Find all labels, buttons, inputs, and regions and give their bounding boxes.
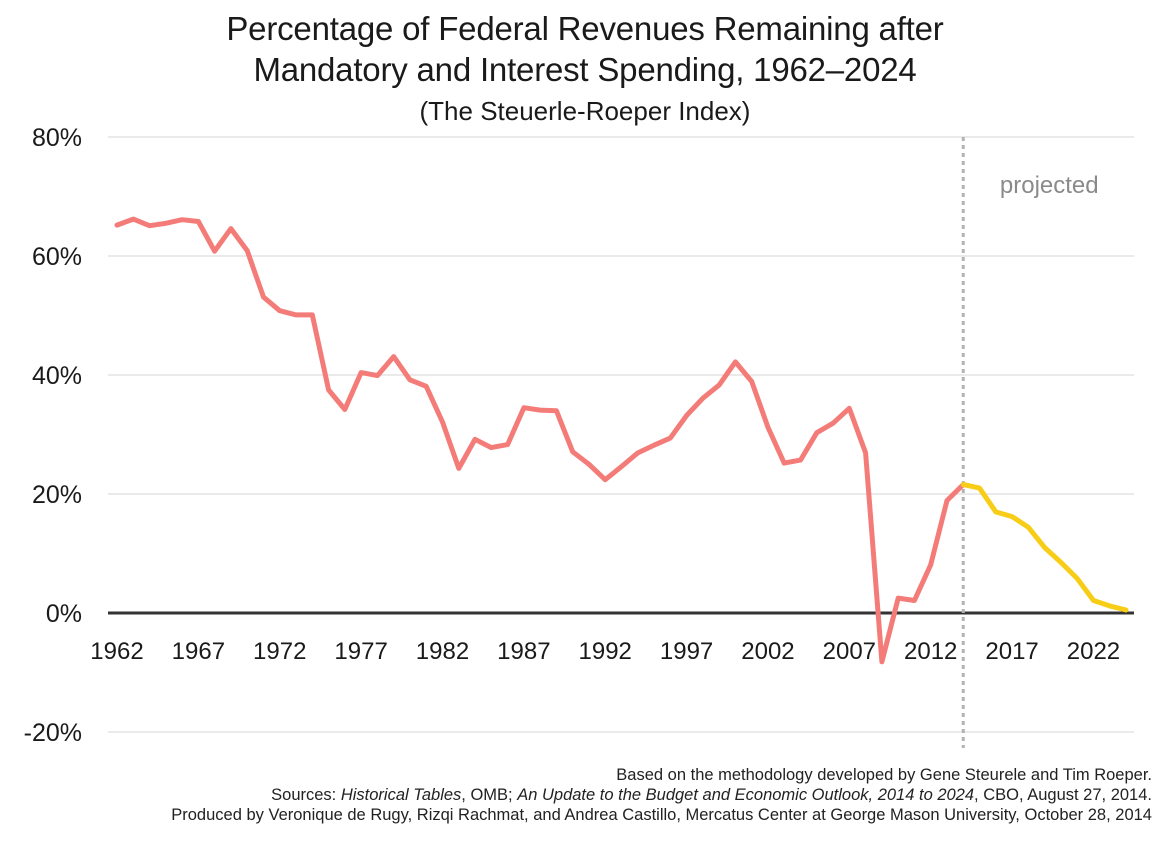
footer-sources-prefix: Sources: (271, 786, 341, 804)
x-tick-label: 2017 (985, 638, 1038, 665)
axes (108, 137, 1134, 748)
y-tick-label: -20% (24, 719, 82, 747)
footer-source-historical-tables: Historical Tables (340, 786, 462, 804)
chart-title-line-2: Mandatory and Interest Spending, 1962–20… (253, 51, 917, 88)
chart-title-line-1: Percentage of Federal Revenues Remaining… (226, 10, 944, 47)
chart-title-block: Percentage of Federal Revenues Remaining… (0, 8, 1170, 128)
footer-sources: Sources: Historical Tables, OMB; An Upda… (171, 785, 1152, 805)
x-tick-label: 1962 (90, 638, 143, 665)
y-tick-label: 40% (32, 362, 82, 390)
x-tick-label: 2002 (741, 638, 794, 665)
x-tick-label: 2007 (823, 638, 876, 665)
x-tick-label: 2012 (904, 638, 957, 665)
x-tick-label: 1987 (497, 638, 550, 665)
x-tick-label: 1972 (253, 638, 306, 665)
series-line-projected (960, 482, 1129, 613)
footer-source-cbo-update: An Update to the Budget and Economic Out… (517, 786, 975, 804)
chart-subtitle: (The Steuerle-Roeper Index) (419, 96, 751, 126)
x-tick-label: 1997 (660, 638, 713, 665)
y-tick-label: 80% (32, 124, 82, 152)
x-tick-label: 1982 (416, 638, 469, 665)
y-tick-label: 20% (32, 481, 82, 509)
y-tick-label: 0% (46, 600, 82, 628)
x-tick-label: 1992 (579, 638, 632, 665)
chart-footer: Based on the methodology developed by Ge… (171, 765, 1152, 825)
x-tick-label: 2022 (1067, 638, 1120, 665)
footer-sources-suffix: , CBO, August 27, 2014. (974, 786, 1152, 804)
projected-annotation: projected (1000, 172, 1099, 199)
series-line-historical (114, 216, 966, 665)
y-tick-label: 60% (32, 243, 82, 271)
x-tick-label: 1977 (334, 638, 387, 665)
footer-credits: Produced by Veronique de Rugy, Rizqi Rac… (171, 806, 1152, 824)
footer-methodology-note: Based on the methodology developed by Ge… (616, 766, 1152, 784)
series (114, 216, 1129, 665)
tick-labels: -20% 0% 20% 40% 60% 80% 1962 1967 1972 1977 1982 19… (24, 124, 1121, 747)
footer-sources-mid: , OMB; (461, 786, 518, 804)
x-tick-label: 1967 (172, 638, 225, 665)
